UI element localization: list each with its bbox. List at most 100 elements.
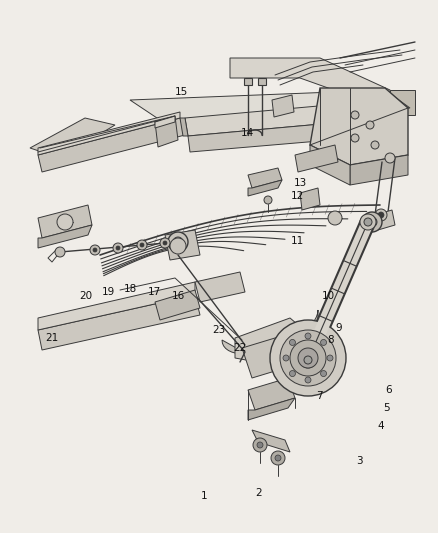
Circle shape xyxy=(55,247,65,257)
Circle shape xyxy=(253,438,267,452)
Circle shape xyxy=(364,218,372,226)
Circle shape xyxy=(300,352,316,368)
Text: 13: 13 xyxy=(293,178,307,188)
Circle shape xyxy=(366,121,374,129)
Polygon shape xyxy=(248,378,295,410)
Text: 23: 23 xyxy=(212,326,226,335)
Polygon shape xyxy=(272,95,294,117)
Polygon shape xyxy=(244,78,252,85)
Circle shape xyxy=(321,370,327,376)
Circle shape xyxy=(362,212,382,232)
Polygon shape xyxy=(155,116,178,147)
Circle shape xyxy=(57,214,73,230)
Circle shape xyxy=(140,243,144,247)
Text: 8: 8 xyxy=(327,335,334,345)
Polygon shape xyxy=(390,90,415,115)
Circle shape xyxy=(367,217,377,227)
Circle shape xyxy=(385,153,395,163)
Circle shape xyxy=(290,340,326,376)
Circle shape xyxy=(137,240,147,250)
Text: 15: 15 xyxy=(175,87,188,96)
Text: 4: 4 xyxy=(378,422,385,431)
Circle shape xyxy=(116,246,120,250)
Text: 9: 9 xyxy=(335,323,342,333)
Circle shape xyxy=(173,237,183,247)
Text: 2: 2 xyxy=(255,488,262,498)
Text: 1: 1 xyxy=(200,491,207,500)
Polygon shape xyxy=(248,398,295,420)
Circle shape xyxy=(280,330,336,386)
Polygon shape xyxy=(155,290,200,320)
Circle shape xyxy=(371,141,379,149)
Circle shape xyxy=(290,340,296,345)
Polygon shape xyxy=(295,145,338,172)
Polygon shape xyxy=(258,78,266,85)
Polygon shape xyxy=(310,145,350,185)
Polygon shape xyxy=(248,168,282,188)
Circle shape xyxy=(351,111,359,119)
Polygon shape xyxy=(230,58,390,110)
Polygon shape xyxy=(350,155,408,185)
Text: 22: 22 xyxy=(233,343,247,352)
Circle shape xyxy=(305,333,311,339)
Circle shape xyxy=(305,377,311,383)
Text: 11: 11 xyxy=(291,237,304,246)
Text: 21: 21 xyxy=(45,334,58,343)
Text: 17: 17 xyxy=(148,287,161,297)
Circle shape xyxy=(264,196,272,204)
Polygon shape xyxy=(38,282,195,330)
Text: 10: 10 xyxy=(322,291,335,301)
Polygon shape xyxy=(248,180,282,196)
Polygon shape xyxy=(235,318,310,368)
Polygon shape xyxy=(130,90,410,120)
Circle shape xyxy=(160,238,170,248)
Circle shape xyxy=(271,451,285,465)
Circle shape xyxy=(378,212,384,218)
Circle shape xyxy=(163,241,167,245)
Circle shape xyxy=(375,209,387,221)
Circle shape xyxy=(360,214,376,230)
Polygon shape xyxy=(185,100,388,136)
Circle shape xyxy=(257,442,263,448)
Circle shape xyxy=(327,355,333,361)
Polygon shape xyxy=(38,295,200,350)
Polygon shape xyxy=(375,210,395,230)
Polygon shape xyxy=(222,310,318,354)
Circle shape xyxy=(270,320,346,396)
Polygon shape xyxy=(38,225,92,248)
Text: 18: 18 xyxy=(124,284,137,294)
Polygon shape xyxy=(242,328,318,378)
Polygon shape xyxy=(300,188,320,210)
Circle shape xyxy=(290,370,296,376)
Circle shape xyxy=(328,211,342,225)
Polygon shape xyxy=(38,112,180,155)
Polygon shape xyxy=(252,430,290,452)
Polygon shape xyxy=(155,116,175,128)
Polygon shape xyxy=(310,88,408,165)
Text: 16: 16 xyxy=(172,291,185,301)
Polygon shape xyxy=(180,118,188,136)
Polygon shape xyxy=(30,118,115,158)
Polygon shape xyxy=(188,118,390,152)
Circle shape xyxy=(93,248,97,252)
Polygon shape xyxy=(195,272,245,302)
Circle shape xyxy=(283,355,289,361)
Polygon shape xyxy=(165,230,200,260)
Text: 6: 6 xyxy=(385,385,392,395)
Circle shape xyxy=(298,348,318,368)
Circle shape xyxy=(304,356,312,364)
Text: 7: 7 xyxy=(316,391,323,401)
Circle shape xyxy=(351,134,359,142)
Circle shape xyxy=(170,238,186,254)
Circle shape xyxy=(321,340,327,345)
Text: 14: 14 xyxy=(241,128,254,138)
Text: 19: 19 xyxy=(102,287,115,297)
Polygon shape xyxy=(38,205,92,238)
Circle shape xyxy=(168,232,188,252)
Circle shape xyxy=(275,455,281,461)
Polygon shape xyxy=(38,118,185,172)
Text: 5: 5 xyxy=(383,403,390,413)
Text: 3: 3 xyxy=(356,456,363,466)
Text: 12: 12 xyxy=(291,191,304,201)
Circle shape xyxy=(113,243,123,253)
